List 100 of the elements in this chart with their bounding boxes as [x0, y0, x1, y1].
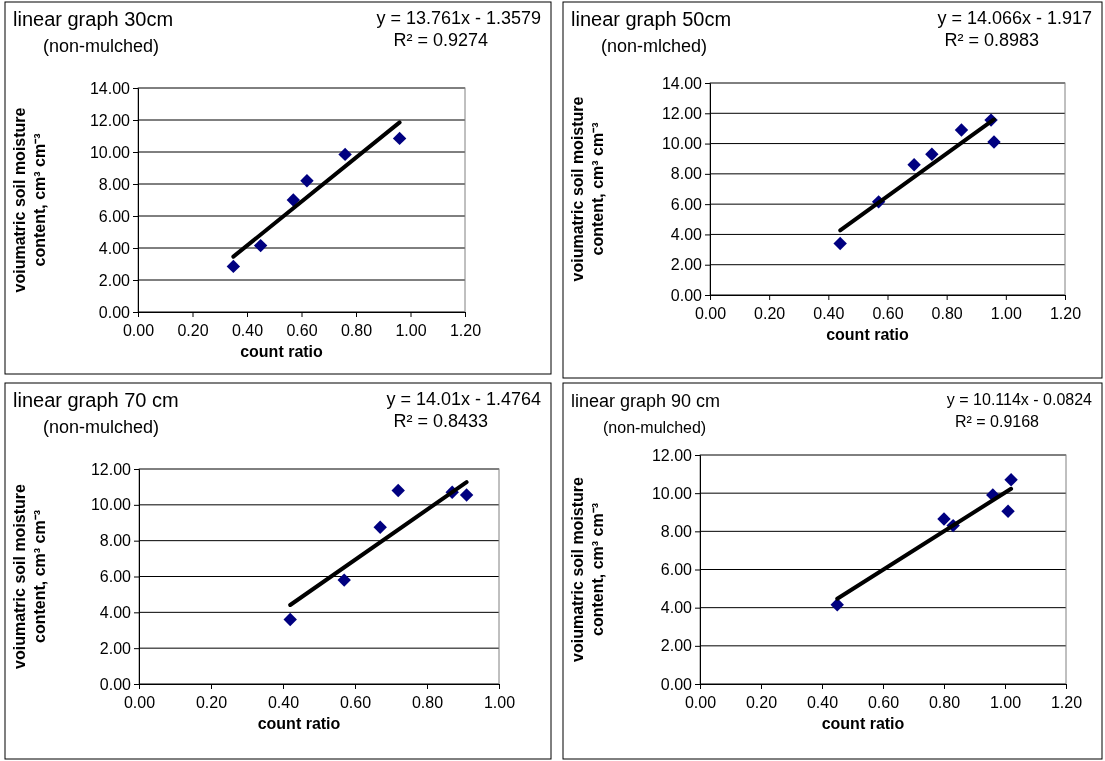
x-tick-label: 0.00 [122, 322, 155, 339]
point [459, 488, 474, 502]
text: y = 14.066x - 1.917 [937, 8, 1092, 28]
y-tick-label: 14.00 [661, 74, 703, 92]
x-tick-label: 0.20 [177, 322, 209, 339]
x-tick-label: 0.60 [867, 694, 900, 711]
chart-subtitle: (non-mulched) [43, 417, 160, 437]
point [286, 193, 301, 207]
x-axis-title: count ratio [240, 343, 324, 360]
x-tick-label: 0.80 [340, 322, 373, 339]
y-tick-label: 4.00 [660, 599, 693, 617]
x-tick-label: 0.40 [813, 305, 845, 322]
text: R² = 0.8983 [944, 30, 1039, 50]
x-tick-label: 0.80 [411, 694, 444, 711]
x-tick-label: 1.20 [449, 322, 482, 339]
x-tick-label: 0.60 [872, 305, 904, 322]
y-tick-label: 14.00 [89, 79, 131, 97]
y-tick-label: 8.00 [99, 532, 132, 550]
y-tick-label: 12.00 [90, 460, 132, 478]
x-tick-label: 0.60 [339, 694, 372, 711]
y-tick-label: 2.00 [99, 639, 132, 657]
x-tick-label: 1.20 [1049, 305, 1082, 322]
x-tick-label: 0.60 [286, 322, 318, 339]
point [373, 520, 387, 534]
x-tick-label: 0.20 [745, 694, 778, 711]
point [1004, 473, 1018, 487]
point [833, 236, 847, 251]
y-tick-label: 10.00 [89, 143, 131, 161]
point [337, 573, 351, 587]
point [300, 174, 314, 188]
text: y = 14.01x - 1.4764 [386, 389, 541, 409]
text: y = 10.114x - 0.0824 [946, 391, 1093, 408]
y-tick-label: 0.00 [670, 286, 703, 304]
y-axis-title: voiumatric soil moisture content, cm³ cm⁻³ [11, 107, 48, 293]
y-tick-label: 4.00 [98, 239, 131, 257]
x-tick-label: 1.20 [1050, 694, 1083, 711]
chart-subtitle: (non-mlched) [601, 36, 708, 56]
x-axis-title: count ratio [257, 715, 341, 732]
x-tick-label: 0.40 [806, 694, 839, 711]
x-tick-label: 1.00 [395, 322, 427, 339]
point [391, 483, 405, 498]
y-tick-label: 8.00 [660, 522, 693, 540]
text: R² = 0.9168 [954, 413, 1040, 430]
x-tick-label: 0.00 [684, 694, 717, 711]
text: R² = 0.8433 [393, 411, 488, 431]
point [987, 135, 1001, 149]
point [907, 158, 921, 172]
x-tick-label: 0.40 [231, 322, 264, 339]
y-tick-label: 6.00 [660, 561, 693, 579]
y-tick-label: 12.00 [651, 446, 693, 464]
y-tick-label: 2.00 [98, 271, 131, 289]
x-tick-label: 0.00 [123, 694, 156, 711]
point [283, 612, 297, 627]
y-tick-label: 12.00 [89, 111, 131, 129]
y-tick-label: 8.00 [98, 175, 131, 193]
y-tick-label: 4.00 [670, 226, 703, 244]
chart-title: linear graph 50cm [571, 8, 732, 30]
point [925, 147, 939, 161]
y-tick-label: 0.00 [660, 675, 693, 693]
x-tick-label: 1.00 [989, 694, 1022, 711]
y-axis-title: voiumatric soil moisture content, cm³ cm⁻³ [569, 476, 606, 662]
x-axis-title: count ratio [821, 715, 905, 732]
chart-subtitle: (non-mulched) [603, 419, 707, 436]
x-tick-label: 0.20 [754, 305, 786, 322]
point [392, 131, 407, 146]
y-tick-label: 6.00 [670, 195, 703, 213]
x-tick-label: 0.80 [928, 694, 961, 711]
y-tick-label: 6.00 [99, 568, 132, 586]
x-tick-label: 0.40 [267, 694, 300, 711]
y-tick-label: 12.00 [661, 104, 703, 122]
x-tick-label: 0.80 [931, 305, 963, 322]
y-tick-label: 10.00 [651, 484, 693, 502]
point [1001, 504, 1015, 518]
y-tick-label: 0.00 [99, 675, 132, 693]
point [338, 147, 352, 162]
x-tick-label: 1.00 [990, 305, 1023, 322]
y-axis-title: voiumatric soil moisture content, cm³ cm⁻³ [11, 483, 48, 669]
x-tick-label: 1.00 [483, 694, 516, 711]
x-axis-title: count ratio [826, 326, 910, 343]
x-tick-label: 0.00 [694, 305, 727, 322]
point [937, 512, 951, 526]
text: R² = 0.9274 [393, 30, 488, 50]
chart-title: linear graph 90 cm [571, 391, 721, 411]
y-tick-label: 2.00 [670, 256, 703, 274]
y-tick-label: 10.00 [90, 496, 132, 514]
chart-subtitle: (non-mulched) [43, 36, 160, 56]
point [830, 598, 844, 612]
point [954, 123, 969, 137]
point [226, 259, 241, 274]
y-tick-label: 6.00 [98, 207, 131, 225]
y-tick-label: 8.00 [670, 165, 703, 183]
y-tick-label: 4.00 [99, 603, 132, 621]
chart-title: linear graph 30cm [13, 8, 174, 30]
x-tick-label: 0.20 [195, 694, 228, 711]
y-tick-label: 2.00 [660, 637, 693, 655]
y-axis-title: voiumatric soil moisture content, cm³ cm⁻³ [569, 96, 606, 282]
y-tick-label: 10.00 [661, 135, 703, 153]
text: y = 13.761x - 1.3579 [376, 8, 541, 28]
point [253, 238, 268, 253]
chart-title: linear graph 70 cm [13, 389, 179, 411]
